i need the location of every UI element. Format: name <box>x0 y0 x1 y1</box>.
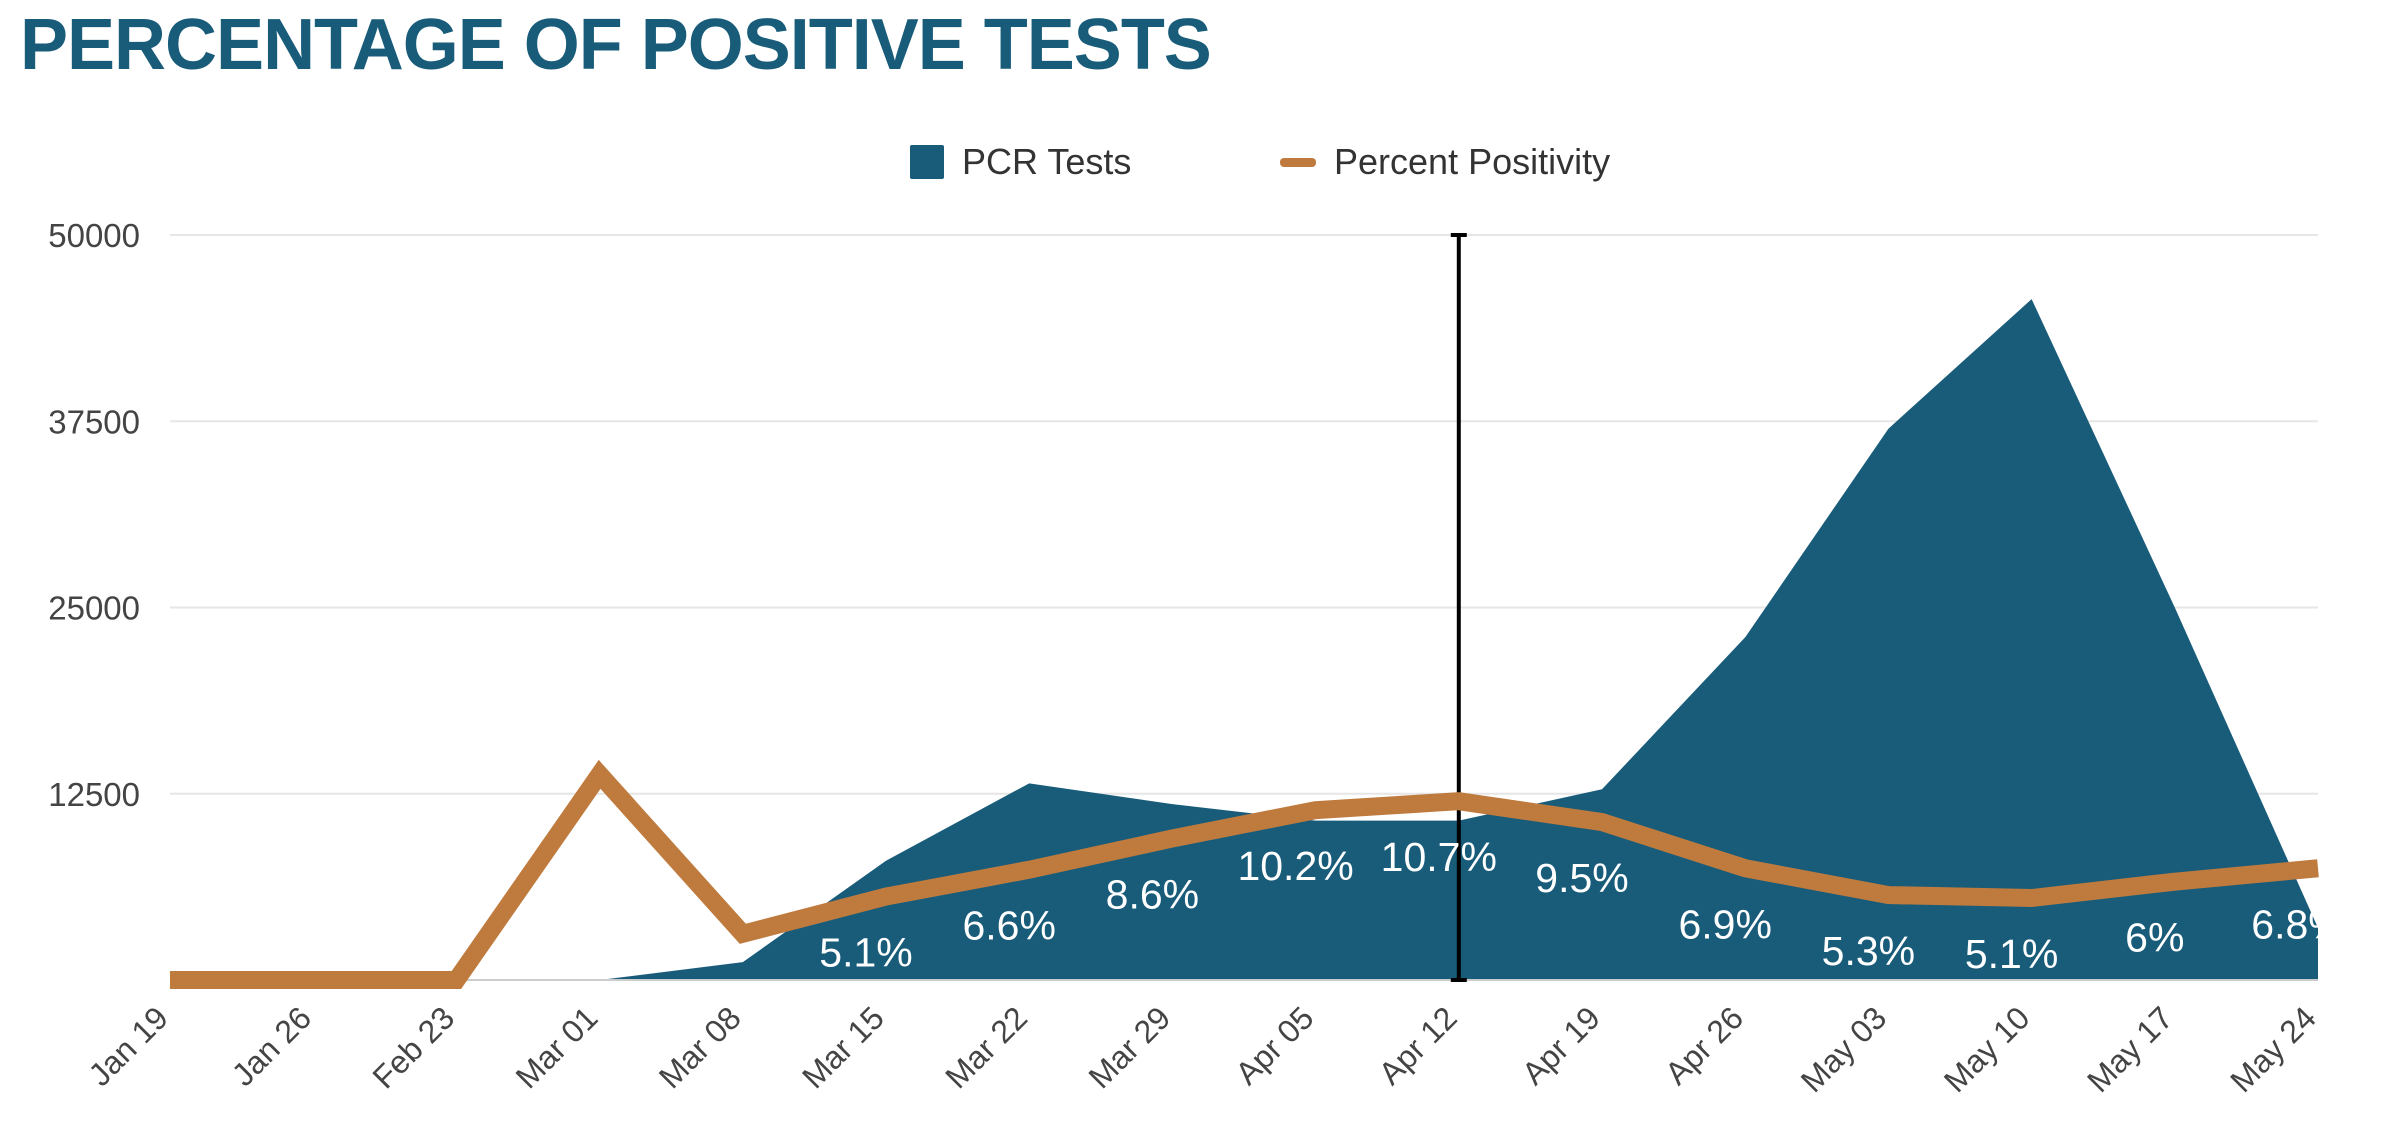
legend-label-pcr-tests: PCR Tests <box>962 141 1132 182</box>
x-tick-label: Apr 26 <box>1658 999 1750 1091</box>
data-label: 6.6% <box>962 903 1055 949</box>
percent-positivity-line <box>170 759 2319 989</box>
x-tick-label: May 03 <box>1794 999 1894 1099</box>
chart-title: PERCENTAGE OF POSITIVE TESTS <box>20 5 1212 85</box>
x-tick-label: Mar 29 <box>1081 999 1177 1095</box>
data-label: 6.9% <box>1678 901 1771 947</box>
x-tick-label: Jan 26 <box>225 999 318 1092</box>
x-tick-label: Jan 19 <box>82 999 175 1092</box>
x-tick-label: May 17 <box>2080 999 2180 1099</box>
x-tick-label: Apr 19 <box>1515 999 1607 1091</box>
y-tick-label: 12500 <box>48 776 140 813</box>
data-label: 10.2% <box>1237 843 1353 889</box>
data-label: 5.3% <box>1822 928 1915 974</box>
data-label: 6% <box>2125 915 2184 961</box>
x-tick-label: May 10 <box>1937 999 2037 1099</box>
x-tick-label: Feb 23 <box>365 999 461 1095</box>
x-tick-label: Apr 12 <box>1372 999 1464 1091</box>
y-tick-label: 50000 <box>48 217 140 254</box>
data-label: 8.6% <box>1106 871 1199 917</box>
y-tick-label: 37500 <box>48 403 140 440</box>
line-swatch-icon <box>1280 157 1316 167</box>
x-tick-label: Mar 22 <box>938 999 1034 1095</box>
pcr-tests-area <box>170 299 2318 980</box>
data-label: 5.1% <box>819 930 912 976</box>
x-tick-label: May 24 <box>2223 999 2323 1099</box>
x-tick-label: Apr 05 <box>1228 999 1320 1091</box>
legend-label-percent-positivity: Percent Positivity <box>1334 141 1611 182</box>
data-label: 9.5% <box>1535 855 1628 901</box>
data-label: 10.7% <box>1381 834 1497 880</box>
x-tick-label: Mar 15 <box>795 999 891 1095</box>
x-tick-label: Mar 08 <box>652 999 748 1095</box>
chart-legend: PCR Tests Percent Positivity <box>0 135 2390 189</box>
data-label: 6.8% <box>2251 901 2344 947</box>
y-tick-label: 25000 <box>48 590 140 627</box>
legend-item-pcr-tests[interactable]: PCR Tests <box>910 135 1131 189</box>
legend-item-percent-positivity[interactable]: Percent Positivity <box>1280 135 1610 189</box>
data-label: 5.1% <box>1965 931 2058 977</box>
square-swatch-icon <box>910 145 944 179</box>
x-tick-label: Mar 01 <box>509 999 605 1095</box>
